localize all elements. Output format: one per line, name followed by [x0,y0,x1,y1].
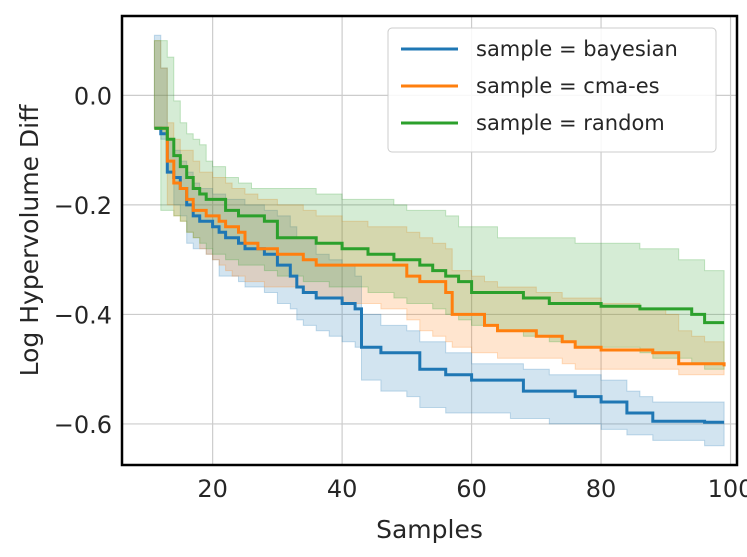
legend-label: sample = cma-es [476,74,660,98]
confidence-band-bayesian [153,34,725,447]
y-axis-label: Log Hypervolume Diff [15,104,44,376]
confidence-band-cma-es [153,40,725,376]
series-line-bayesian [154,126,725,424]
x-axis-label: Samples [376,515,483,544]
x-tick-labels: 20 40 60 80 100 [197,475,747,503]
legend-box [387,27,717,153]
series-lines [154,126,726,424]
x-tick-label: 80 [586,475,617,503]
confidence-bands [153,34,725,447]
x-tick-label: 40 [327,475,358,503]
y-tick-labels: 0.0 −0.2 −0.4 −0.6 [54,82,112,439]
legend-label: sample = bayesian [476,37,678,61]
legend: sample = bayesian sample = cma-es sample =… [387,27,717,153]
y-tick-label: −0.2 [54,192,112,220]
y-tick-label: −0.4 [54,301,112,329]
x-tick-label: 60 [456,475,487,503]
legend-label: sample = random [476,111,665,135]
series-line-cma-es [154,126,726,367]
x-tick-label: 100 [708,475,747,503]
grid [122,16,737,465]
confidence-band-random [153,40,725,370]
y-tick-label: 0.0 [74,82,112,110]
y-tick-label: −0.6 [54,411,112,439]
x-tick-label: 20 [197,475,228,503]
plot-frame [120,14,739,467]
series-line-random [154,126,725,325]
